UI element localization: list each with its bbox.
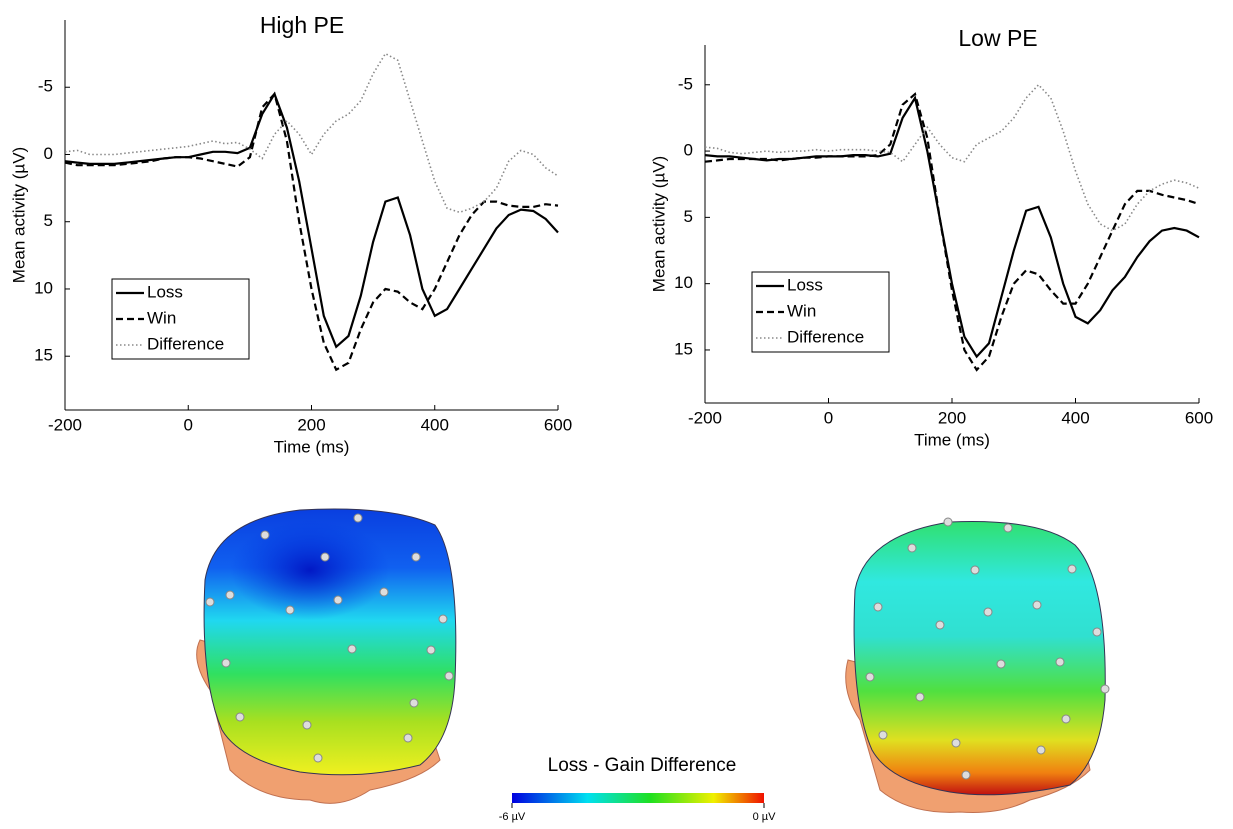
legend-label: Loss bbox=[787, 275, 823, 294]
electrode bbox=[878, 730, 888, 740]
electrode bbox=[943, 517, 953, 527]
electrode bbox=[221, 658, 231, 668]
x-axis-label: Time (ms) bbox=[914, 430, 990, 449]
electrode bbox=[426, 645, 436, 655]
electrode bbox=[873, 602, 883, 612]
electrode bbox=[1061, 714, 1071, 724]
colorbar bbox=[512, 793, 764, 803]
x-tick-label: 400 bbox=[421, 415, 449, 434]
y-axis-label: Mean activity (µV) bbox=[9, 147, 28, 283]
series-line bbox=[64, 91, 559, 349]
x-tick-label: 600 bbox=[544, 415, 572, 434]
legend-label: Win bbox=[787, 301, 816, 320]
y-tick-label: -5 bbox=[678, 74, 693, 93]
electrode bbox=[225, 590, 235, 600]
electrode bbox=[409, 698, 419, 708]
x-tick-label: -200 bbox=[688, 408, 722, 427]
series-line bbox=[704, 92, 1200, 372]
electrode bbox=[935, 620, 945, 630]
series-line bbox=[64, 91, 559, 372]
electrode bbox=[235, 712, 245, 722]
legend-label: Win bbox=[147, 308, 176, 327]
electrode bbox=[865, 672, 875, 682]
electrode bbox=[970, 565, 980, 575]
chart-title: Low PE bbox=[958, 25, 1037, 51]
electrode bbox=[1100, 684, 1110, 694]
legend-label: Difference bbox=[787, 327, 864, 346]
electrode bbox=[205, 597, 215, 607]
legend-label: Loss bbox=[147, 282, 183, 301]
series-line bbox=[704, 83, 1200, 232]
electrode bbox=[285, 605, 295, 615]
y-tick-label: 0 bbox=[44, 144, 53, 163]
y-tick-label: 0 bbox=[684, 141, 693, 160]
electrode bbox=[347, 644, 357, 654]
electrode bbox=[1092, 627, 1102, 637]
electrode bbox=[1067, 564, 1077, 574]
electrode bbox=[438, 614, 448, 624]
electrode bbox=[260, 530, 270, 540]
legend-label: Difference bbox=[147, 334, 224, 353]
head-map-left bbox=[196, 508, 457, 804]
y-tick-label: 10 bbox=[674, 273, 693, 292]
electrode bbox=[951, 738, 961, 748]
electrode bbox=[353, 513, 363, 523]
electrode bbox=[1003, 523, 1013, 533]
electrode bbox=[302, 720, 312, 730]
legend-box bbox=[751, 271, 890, 353]
colorbar-tick-label: 0 µV bbox=[753, 811, 777, 823]
x-tick-label: 0 bbox=[824, 408, 833, 427]
colorbar-title: Loss - Gain Difference bbox=[548, 755, 737, 776]
colorbar-tick-label: -6 µV bbox=[499, 811, 526, 823]
x-axis-label: Time (ms) bbox=[274, 437, 350, 456]
x-tick-label: -200 bbox=[48, 415, 82, 434]
electrode bbox=[907, 543, 917, 553]
electrode bbox=[444, 671, 454, 681]
y-tick-label: -5 bbox=[38, 77, 53, 96]
electrode bbox=[915, 692, 925, 702]
y-axis-label: Mean activity (µV) bbox=[649, 156, 668, 292]
x-tick-label: 600 bbox=[1185, 408, 1213, 427]
y-tick-label: 15 bbox=[674, 339, 693, 358]
x-tick-label: 200 bbox=[938, 408, 966, 427]
x-tick-label: 0 bbox=[184, 415, 193, 434]
electrode bbox=[320, 552, 330, 562]
electrode bbox=[333, 595, 343, 605]
electrode bbox=[983, 607, 993, 617]
y-tick-label: 10 bbox=[34, 278, 53, 297]
electrode bbox=[996, 659, 1006, 669]
electrode bbox=[313, 753, 323, 763]
series-line bbox=[64, 52, 559, 214]
y-tick-label: 15 bbox=[34, 346, 53, 365]
chart-title: High PE bbox=[260, 12, 344, 38]
head-map-right bbox=[845, 521, 1106, 813]
electrode bbox=[379, 587, 389, 597]
electrode bbox=[1032, 600, 1042, 610]
y-tick-label: 5 bbox=[44, 211, 53, 230]
x-tick-label: 200 bbox=[297, 415, 325, 434]
electrodes bbox=[205, 513, 1110, 780]
electrode bbox=[403, 733, 413, 743]
electrode bbox=[961, 770, 971, 780]
electrode bbox=[1055, 657, 1065, 667]
electrode bbox=[1036, 745, 1046, 755]
y-tick-label: 5 bbox=[684, 207, 693, 226]
electrode bbox=[411, 552, 421, 562]
x-tick-label: 400 bbox=[1061, 408, 1089, 427]
